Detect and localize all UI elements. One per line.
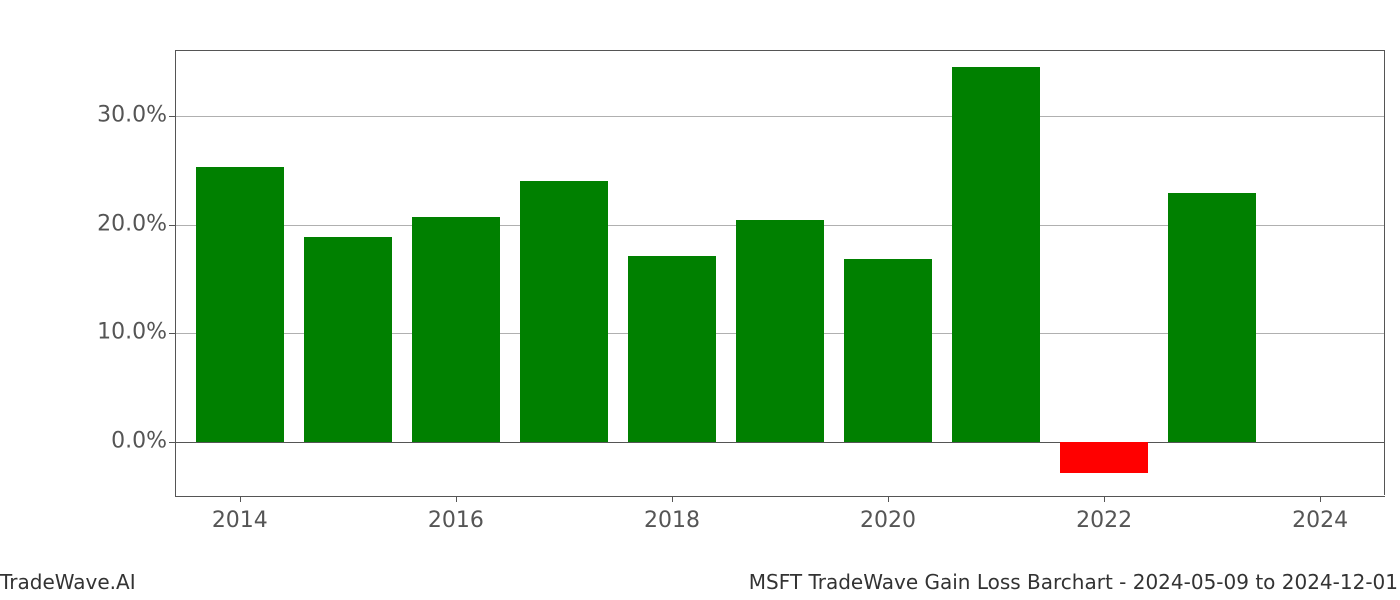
x-tick-label: 2016	[428, 508, 484, 533]
x-tick-label: 2020	[860, 508, 916, 533]
bar	[844, 259, 933, 441]
x-tick-label: 2024	[1292, 508, 1348, 533]
gridline	[175, 116, 1384, 117]
bar	[952, 67, 1041, 441]
footer-brand: TradeWave.AI	[0, 570, 136, 594]
bar	[304, 237, 393, 442]
footer-caption: MSFT TradeWave Gain Loss Barchart - 2024…	[749, 570, 1398, 594]
y-tick-label: 20.0%	[97, 211, 167, 236]
bar	[736, 220, 825, 441]
bar	[1060, 442, 1149, 473]
bottom-spine	[175, 496, 1385, 497]
chart-plot-area	[175, 50, 1385, 495]
y-tick-label: 0.0%	[111, 428, 167, 453]
zero-axis-line	[175, 442, 1384, 443]
bar	[520, 181, 609, 441]
x-tick-label: 2018	[644, 508, 700, 533]
y-tick-label: 30.0%	[97, 103, 167, 128]
bar	[196, 167, 285, 442]
x-tick-label: 2022	[1076, 508, 1132, 533]
left-spine	[175, 51, 176, 496]
bar	[628, 256, 717, 442]
x-tick-label: 2014	[212, 508, 268, 533]
bar	[412, 217, 501, 442]
bar	[1168, 193, 1257, 442]
y-tick-label: 10.0%	[97, 320, 167, 345]
